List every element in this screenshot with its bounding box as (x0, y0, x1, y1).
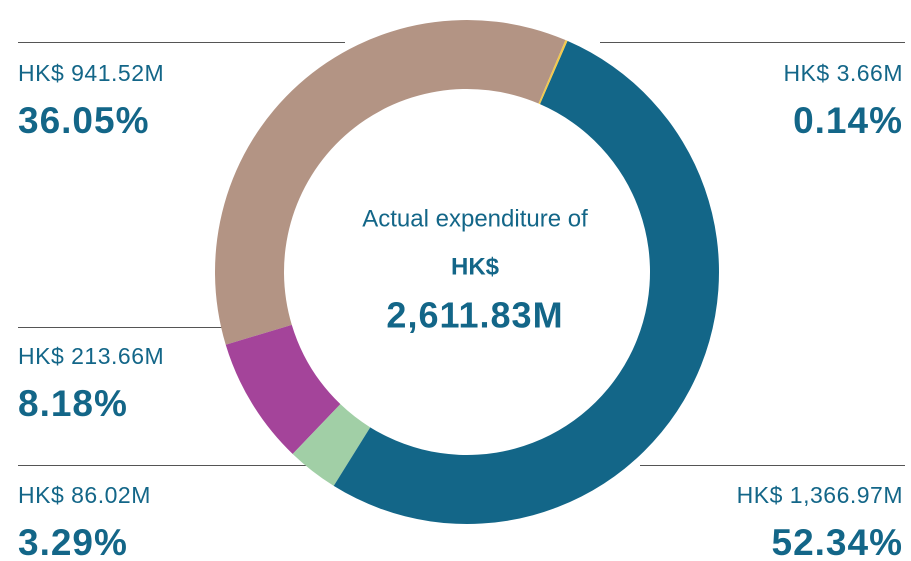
percent-label: 36.05% (18, 100, 150, 141)
amount-label: HK$ 1,366.97M (737, 482, 903, 508)
center-currency: HK$ (451, 253, 500, 280)
percent-label: 0.14% (793, 100, 903, 141)
percent-label: 52.34% (772, 522, 904, 561)
center-label: Actual expenditure of (362, 205, 588, 232)
percent-label: 3.29% (18, 522, 128, 561)
donut-segment (292, 404, 371, 486)
donut-segment (215, 19, 566, 345)
center-total: 2,611.83M (386, 295, 563, 336)
donut-segment (333, 40, 719, 524)
percent-label: 8.18% (18, 383, 128, 424)
donut-segment (225, 324, 341, 454)
amount-label: HK$ 941.52M (18, 60, 164, 86)
amount-label: HK$ 3.66M (783, 60, 903, 86)
amount-label: HK$ 86.02M (18, 482, 151, 508)
donut-segment (538, 40, 568, 105)
amount-label: HK$ 213.66M (18, 343, 164, 369)
